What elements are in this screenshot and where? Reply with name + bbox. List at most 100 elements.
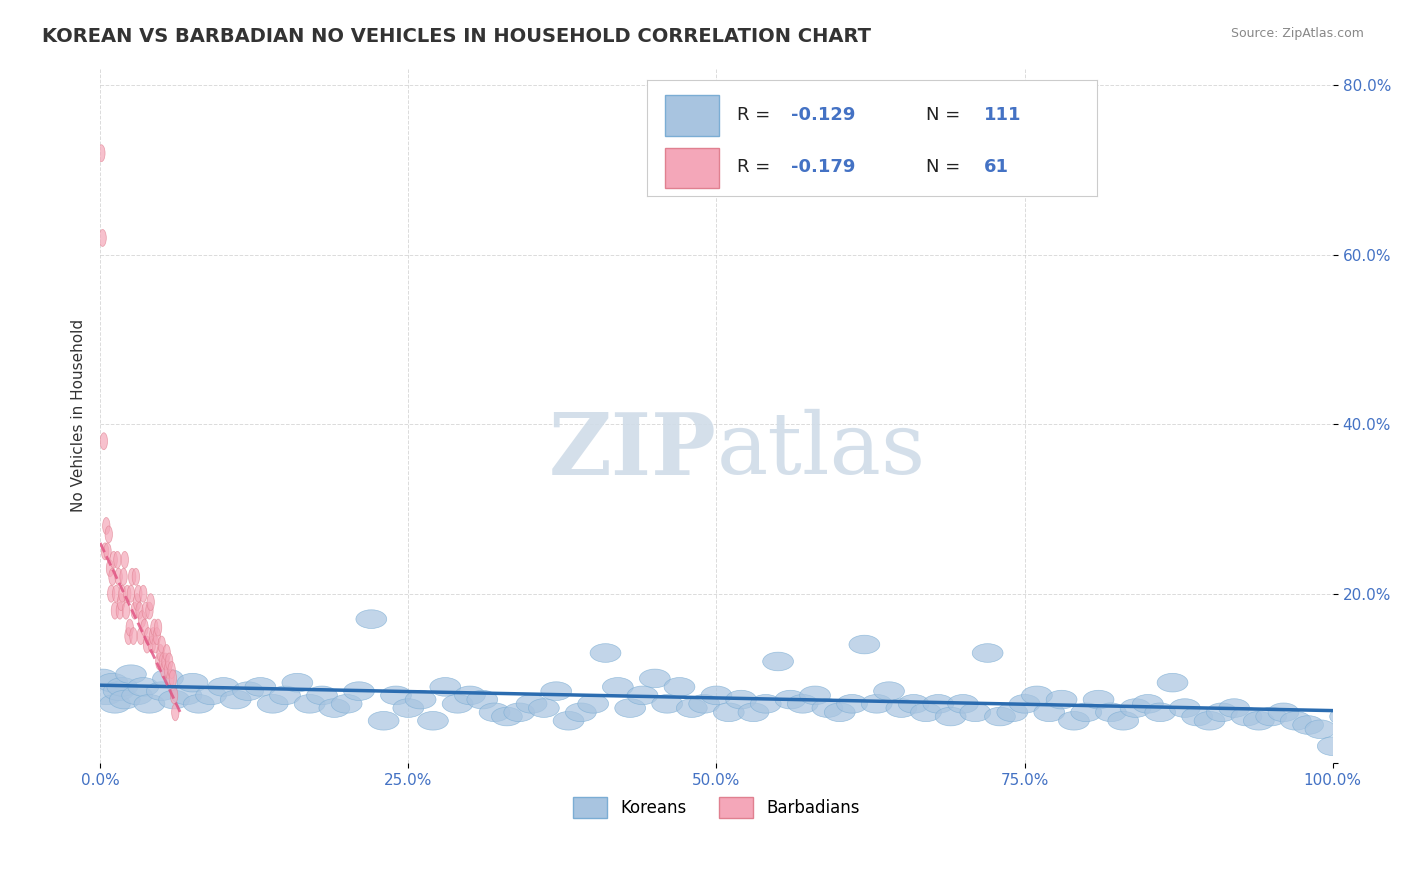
Ellipse shape <box>118 585 127 602</box>
Ellipse shape <box>1379 732 1406 751</box>
Ellipse shape <box>503 703 534 722</box>
Ellipse shape <box>115 665 146 683</box>
Ellipse shape <box>1071 703 1102 722</box>
Ellipse shape <box>105 526 112 543</box>
Ellipse shape <box>738 703 769 722</box>
Ellipse shape <box>107 585 115 602</box>
Ellipse shape <box>103 681 134 700</box>
Text: -0.129: -0.129 <box>790 106 855 124</box>
Ellipse shape <box>110 551 117 568</box>
Ellipse shape <box>294 695 325 713</box>
FancyBboxPatch shape <box>665 147 718 188</box>
Ellipse shape <box>1046 690 1077 709</box>
Text: -0.179: -0.179 <box>790 158 855 177</box>
Ellipse shape <box>270 686 301 705</box>
Ellipse shape <box>114 551 121 568</box>
Ellipse shape <box>430 678 461 697</box>
Ellipse shape <box>98 229 107 246</box>
Ellipse shape <box>136 602 143 619</box>
Ellipse shape <box>1243 712 1274 730</box>
Ellipse shape <box>101 543 108 560</box>
Ellipse shape <box>984 707 1015 726</box>
Ellipse shape <box>565 703 596 722</box>
Ellipse shape <box>541 681 572 700</box>
Ellipse shape <box>1022 686 1052 705</box>
Ellipse shape <box>97 673 128 692</box>
Ellipse shape <box>87 669 118 688</box>
Ellipse shape <box>911 703 942 722</box>
Ellipse shape <box>1341 720 1372 739</box>
Ellipse shape <box>160 662 167 679</box>
Ellipse shape <box>492 707 522 726</box>
Ellipse shape <box>152 669 183 688</box>
Ellipse shape <box>128 585 135 602</box>
Ellipse shape <box>664 678 695 697</box>
Ellipse shape <box>1033 703 1064 722</box>
Ellipse shape <box>108 568 117 585</box>
Ellipse shape <box>110 690 141 709</box>
Ellipse shape <box>131 602 138 619</box>
Ellipse shape <box>1232 707 1263 726</box>
Ellipse shape <box>405 690 436 709</box>
Ellipse shape <box>148 636 156 653</box>
Ellipse shape <box>145 628 152 645</box>
Ellipse shape <box>148 594 155 611</box>
Ellipse shape <box>479 703 510 722</box>
Ellipse shape <box>1330 707 1361 726</box>
Ellipse shape <box>725 690 756 709</box>
Ellipse shape <box>307 686 337 705</box>
Ellipse shape <box>602 678 633 697</box>
Ellipse shape <box>516 695 547 713</box>
Ellipse shape <box>134 594 141 611</box>
Ellipse shape <box>1281 712 1312 730</box>
Ellipse shape <box>115 568 122 585</box>
Ellipse shape <box>702 686 733 705</box>
Ellipse shape <box>124 585 131 602</box>
Ellipse shape <box>873 681 904 700</box>
Ellipse shape <box>787 695 818 713</box>
Ellipse shape <box>97 145 105 161</box>
Ellipse shape <box>935 707 966 726</box>
Ellipse shape <box>332 695 363 713</box>
Ellipse shape <box>138 611 146 628</box>
Ellipse shape <box>689 695 720 713</box>
Ellipse shape <box>104 543 111 560</box>
Text: KOREAN VS BARBADIAN NO VEHICLES IN HOUSEHOLD CORRELATION CHART: KOREAN VS BARBADIAN NO VEHICLES IN HOUSE… <box>42 27 872 45</box>
Ellipse shape <box>1292 715 1323 734</box>
Ellipse shape <box>1194 712 1225 730</box>
Ellipse shape <box>150 619 157 636</box>
Ellipse shape <box>356 610 387 629</box>
Ellipse shape <box>454 686 485 705</box>
Ellipse shape <box>159 653 167 670</box>
Text: atlas: atlas <box>717 409 925 492</box>
Ellipse shape <box>1219 698 1250 717</box>
Ellipse shape <box>162 653 169 670</box>
Y-axis label: No Vehicles in Household: No Vehicles in Household <box>72 319 86 512</box>
Ellipse shape <box>837 695 868 713</box>
Ellipse shape <box>166 653 173 670</box>
Text: 61: 61 <box>984 158 1010 177</box>
Ellipse shape <box>1083 690 1114 709</box>
Ellipse shape <box>139 585 148 602</box>
Ellipse shape <box>149 628 157 645</box>
Ellipse shape <box>813 698 842 717</box>
Ellipse shape <box>129 628 138 645</box>
Ellipse shape <box>183 695 214 713</box>
Ellipse shape <box>146 602 153 619</box>
Ellipse shape <box>1170 698 1201 717</box>
Ellipse shape <box>713 703 744 722</box>
Legend: Koreans, Barbadians: Koreans, Barbadians <box>567 790 866 824</box>
Ellipse shape <box>103 517 110 534</box>
Ellipse shape <box>1095 703 1126 722</box>
Ellipse shape <box>155 619 162 636</box>
Ellipse shape <box>886 698 917 717</box>
Ellipse shape <box>392 698 423 717</box>
Ellipse shape <box>1354 724 1385 743</box>
Text: ZIP: ZIP <box>548 409 717 492</box>
Ellipse shape <box>553 712 583 730</box>
Ellipse shape <box>128 678 159 697</box>
Ellipse shape <box>1108 712 1139 730</box>
Ellipse shape <box>112 585 120 602</box>
Text: 111: 111 <box>984 106 1022 124</box>
Ellipse shape <box>167 670 174 687</box>
